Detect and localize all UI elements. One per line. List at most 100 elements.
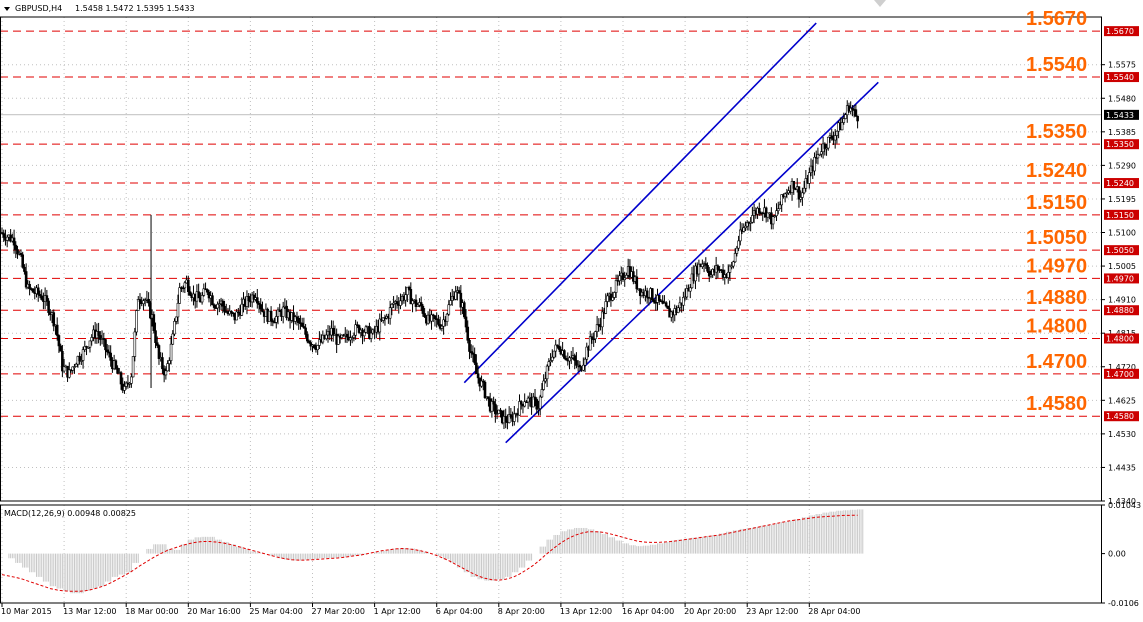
time-tick-label: 20 Apr 20:00 bbox=[684, 607, 736, 616]
candle-body bbox=[783, 193, 787, 198]
candle-body bbox=[704, 263, 708, 266]
level-price-box-label: 1.4880 bbox=[1106, 306, 1134, 315]
level-price-box bbox=[1104, 305, 1139, 316]
candle-body bbox=[623, 277, 627, 280]
candle-body bbox=[14, 244, 18, 250]
macd-tick-label: 0.01043 bbox=[1108, 501, 1141, 510]
current-price-label: 1.5433 bbox=[1106, 111, 1134, 120]
candle-body bbox=[390, 304, 394, 308]
candle-body bbox=[154, 330, 157, 344]
candle-body bbox=[269, 310, 273, 321]
candle-body bbox=[445, 313, 449, 322]
time-tick-label: 13 Mar 12:00 bbox=[63, 607, 116, 616]
candle-body bbox=[369, 332, 373, 339]
level-price-box bbox=[1104, 139, 1139, 150]
candle-body bbox=[304, 327, 307, 335]
symbol-label: GBPUSD,H4 bbox=[15, 4, 62, 13]
candle-body bbox=[697, 263, 701, 275]
candle-body bbox=[97, 331, 100, 336]
candle-body bbox=[261, 308, 264, 312]
candle-body bbox=[395, 301, 399, 305]
chart-shift-marker-icon[interactable] bbox=[874, 0, 886, 7]
candle-body bbox=[557, 345, 561, 350]
candle-body bbox=[614, 280, 618, 293]
candle-body bbox=[205, 289, 209, 293]
candle-body bbox=[523, 401, 526, 407]
time-tick-label: 16 Apr 04:00 bbox=[622, 607, 674, 616]
level-price-box-label: 1.5670 bbox=[1106, 27, 1134, 36]
candle-body bbox=[613, 292, 616, 298]
current-price-box bbox=[1104, 109, 1139, 120]
candle-body bbox=[749, 221, 752, 224]
candle-body bbox=[573, 355, 577, 361]
candle-body bbox=[200, 295, 204, 303]
price-tick-label: 1.4720 bbox=[1108, 363, 1136, 372]
candle-body bbox=[564, 358, 568, 361]
candle-body bbox=[495, 413, 499, 415]
candle-body bbox=[138, 299, 142, 302]
candle-body bbox=[476, 373, 480, 379]
level-price-box-label: 1.5540 bbox=[1106, 73, 1134, 82]
candle-body bbox=[575, 360, 578, 366]
candle-body bbox=[414, 299, 418, 307]
candle-body bbox=[507, 414, 511, 423]
candle-body bbox=[278, 309, 282, 313]
trend-channel[interactable] bbox=[463, 22, 879, 444]
candle-body bbox=[732, 261, 735, 267]
candle-body bbox=[554, 344, 558, 352]
candle-body bbox=[854, 109, 858, 117]
chart-header: GBPUSD,H4 1.5458 1.5472 1.5395 1.5433 MA… bbox=[4, 4, 195, 518]
candle-body bbox=[537, 408, 540, 410]
level-price-box-label: 1.5050 bbox=[1106, 246, 1134, 255]
candle-body bbox=[73, 366, 76, 368]
candle-body bbox=[469, 351, 473, 354]
channel-upper-line[interactable] bbox=[463, 22, 817, 384]
candle-body bbox=[709, 274, 713, 277]
candle-body bbox=[431, 314, 435, 317]
candle-body bbox=[164, 370, 168, 376]
dropdown-arrow-icon[interactable] bbox=[4, 7, 10, 11]
candle-body bbox=[202, 288, 206, 296]
candle-body bbox=[813, 156, 816, 172]
horizontal-levels[interactable] bbox=[0, 30, 1101, 417]
candle-body bbox=[618, 275, 621, 281]
candle-body bbox=[166, 363, 169, 372]
level-price-box bbox=[1104, 411, 1139, 422]
level-label: 1.5540 bbox=[1026, 54, 1087, 76]
candle-body bbox=[78, 356, 81, 362]
candle-body bbox=[487, 396, 490, 400]
candle-body bbox=[135, 310, 138, 333]
candle-body bbox=[657, 295, 661, 302]
candle-body bbox=[62, 366, 66, 372]
candle-body bbox=[183, 282, 187, 289]
price-tick-label: 1.5290 bbox=[1108, 161, 1136, 170]
candle-body bbox=[466, 326, 470, 341]
candle-body bbox=[440, 325, 444, 329]
candle-body bbox=[635, 276, 639, 290]
candle-body bbox=[171, 333, 175, 345]
candle-body bbox=[778, 204, 782, 210]
price-pane-border bbox=[0, 16, 1102, 502]
candle-body bbox=[80, 360, 83, 362]
candle-body bbox=[518, 401, 521, 416]
candle-body bbox=[281, 306, 285, 317]
candle-body bbox=[124, 382, 128, 387]
candle-body bbox=[645, 290, 649, 298]
candle-body bbox=[544, 378, 547, 382]
candle-body bbox=[240, 303, 244, 316]
candle-body bbox=[652, 299, 656, 303]
level-price-box-label: 1.4700 bbox=[1106, 370, 1134, 379]
level-label: 1.5350 bbox=[1026, 121, 1087, 143]
candle-body bbox=[38, 294, 42, 297]
candle-body bbox=[276, 309, 280, 317]
channel-lower-line[interactable] bbox=[505, 81, 879, 444]
level-price-box-label: 1.5150 bbox=[1106, 211, 1134, 220]
candle-body bbox=[404, 294, 407, 301]
candle-body bbox=[625, 274, 628, 279]
candle-body bbox=[856, 115, 859, 122]
candle-body bbox=[119, 372, 123, 385]
candle-body bbox=[102, 338, 106, 340]
candle-body bbox=[409, 289, 413, 305]
candle-body bbox=[542, 380, 545, 390]
